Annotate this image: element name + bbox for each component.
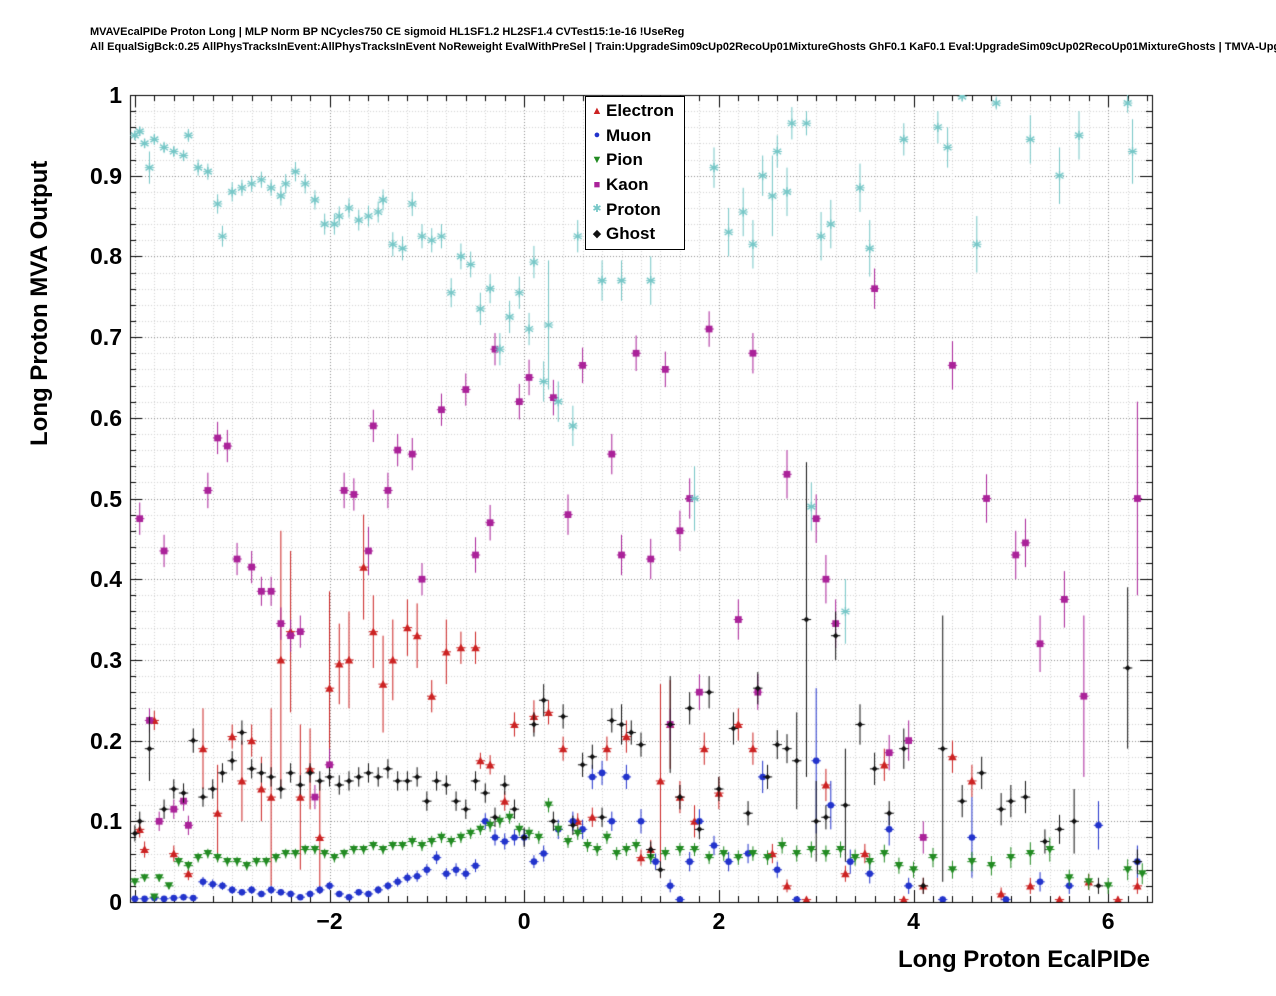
- legend-label: Muon: [606, 125, 652, 145]
- legend-entry-pion: ▼ Pion: [590, 148, 684, 173]
- asterisk-icon: ✱: [592, 203, 602, 216]
- legend-label: Electron: [606, 101, 675, 121]
- legend-entry-muon: ● Muon: [590, 124, 684, 149]
- x-tick-label: 2: [712, 908, 726, 934]
- x-axis-title: Long Proton EcalPIDe: [897, 946, 1150, 973]
- x-tick-label: 4: [907, 908, 920, 934]
- y-tick-label: 1: [109, 82, 122, 108]
- x-tick-label: 0: [517, 908, 531, 934]
- legend-entry-electron: ▲ Electron: [590, 99, 684, 124]
- circle-icon: ●: [593, 129, 601, 142]
- legend-label: Kaon: [606, 175, 649, 195]
- square-icon: ■: [593, 178, 601, 191]
- y-tick-label: 0.6: [90, 404, 122, 431]
- legend-entry-ghost: ◆ Ghost: [590, 222, 684, 247]
- y-tick-label: 0.4: [90, 566, 122, 593]
- y-tick-label: 0.2: [90, 727, 122, 754]
- y-tick-label: 0: [109, 889, 122, 915]
- legend-label: Ghost: [606, 224, 656, 244]
- y-tick-label: 0.8: [90, 243, 122, 270]
- triangle-up-icon: ▲: [591, 104, 603, 117]
- diamond-icon: ◆: [592, 227, 602, 240]
- plot-title-line1: MVAVEcalPIDe Proton Long | MLP Norm BP N…: [90, 26, 685, 38]
- triangle-down-icon: ▼: [591, 153, 603, 166]
- y-tick-label: 0.1: [90, 808, 122, 835]
- y-tick-label: 0.9: [90, 162, 122, 189]
- legend: ▲ Electron ● Muon ▼ Pion ■ Kaon ✱ Proton ◆ Ghost: [585, 96, 685, 250]
- plot-title-line2: All EqualSigBck:0.25 AllPhysTracksInEven…: [90, 41, 1276, 53]
- y-tick-label: 0.3: [90, 646, 122, 673]
- legend-entry-proton: ✱ Proton: [590, 197, 684, 222]
- legend-label: Pion: [606, 150, 643, 170]
- legend-label: Proton: [606, 199, 661, 219]
- y-tick-label: 0.7: [90, 324, 122, 351]
- legend-entry-kaon: ■ Kaon: [590, 173, 684, 198]
- y-tick-label: 0.5: [90, 485, 122, 512]
- x-tick-label: −2: [316, 908, 343, 934]
- x-tick-label: 6: [1101, 908, 1115, 934]
